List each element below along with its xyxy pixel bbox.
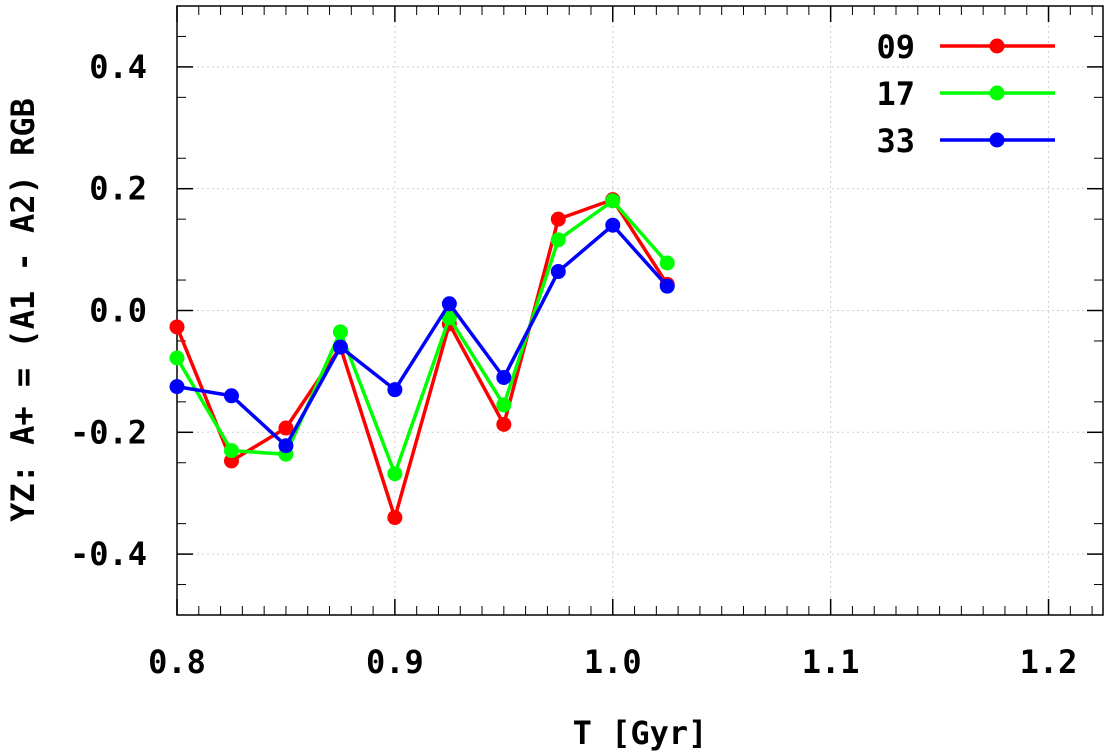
legend-label-17: 17 [876,75,915,113]
x-tick-labels: 0.8 0.9 1.0 1.1 1.2 [148,643,1077,681]
y-tick-label: 0.4 [89,48,147,86]
y-tick-label: -0.2 [70,413,147,451]
data-point-09 [496,416,512,432]
data-point-17 [659,255,675,271]
data-point-33 [223,388,239,404]
data-point-09 [278,420,294,436]
y-axis-title: YZ: A+ = (A1 - A2) RGB [4,98,42,522]
data-point-33 [332,339,348,355]
data-point-17 [387,466,403,482]
data-point-33 [605,217,621,233]
plot-background [177,6,1103,615]
data-point-33 [169,379,185,395]
data-point-33 [496,369,512,385]
data-point-09 [223,453,239,469]
data-point-33 [550,264,566,280]
data-point-17 [332,324,348,340]
axis-ticks [176,6,1103,615]
data-point-33 [441,296,457,312]
data-point-17 [169,350,185,366]
x-tick-label: 1.0 [584,643,642,681]
series-line-33 [176,223,669,448]
series-line-17 [175,199,669,476]
grid-lines [177,6,1103,615]
data-point-33 [659,278,675,294]
data-point-17 [605,193,621,209]
data-point-33 [387,382,403,398]
x-tick-label: 0.9 [366,643,424,681]
y-tick-label: 0.2 [89,170,147,208]
x-tick-label: 1.2 [1020,643,1078,681]
legend: 09 17 33 [876,28,1055,160]
data-point-17 [496,397,512,413]
series-33 [169,217,675,454]
legend-marker-09 [989,38,1005,54]
y-tick-labels: 0.4 0.2 0.0 -0.2 -0.4 [70,48,147,573]
y-tick-label: 0.0 [89,292,147,330]
series-line-09 [175,197,669,520]
data-point-09 [550,211,566,227]
data-point-33 [278,438,294,454]
x-axis-title: T [Gyr] [573,714,708,752]
data-point-17 [223,443,239,459]
legend-marker-17 [989,85,1005,101]
data-point-17 [550,232,566,248]
legend-marker-33 [989,132,1005,148]
plot-frame [176,5,1104,616]
series-17 [169,193,675,482]
legend-label-09: 09 [876,28,915,66]
x-tick-label: 1.1 [802,643,860,681]
series-group [169,192,675,526]
data-point-09 [387,510,403,526]
data-point-09 [169,319,185,335]
x-tick-label: 0.8 [148,643,206,681]
legend-label-33: 33 [876,122,915,160]
y-tick-label: -0.4 [70,535,147,573]
data-point-17 [441,310,457,326]
